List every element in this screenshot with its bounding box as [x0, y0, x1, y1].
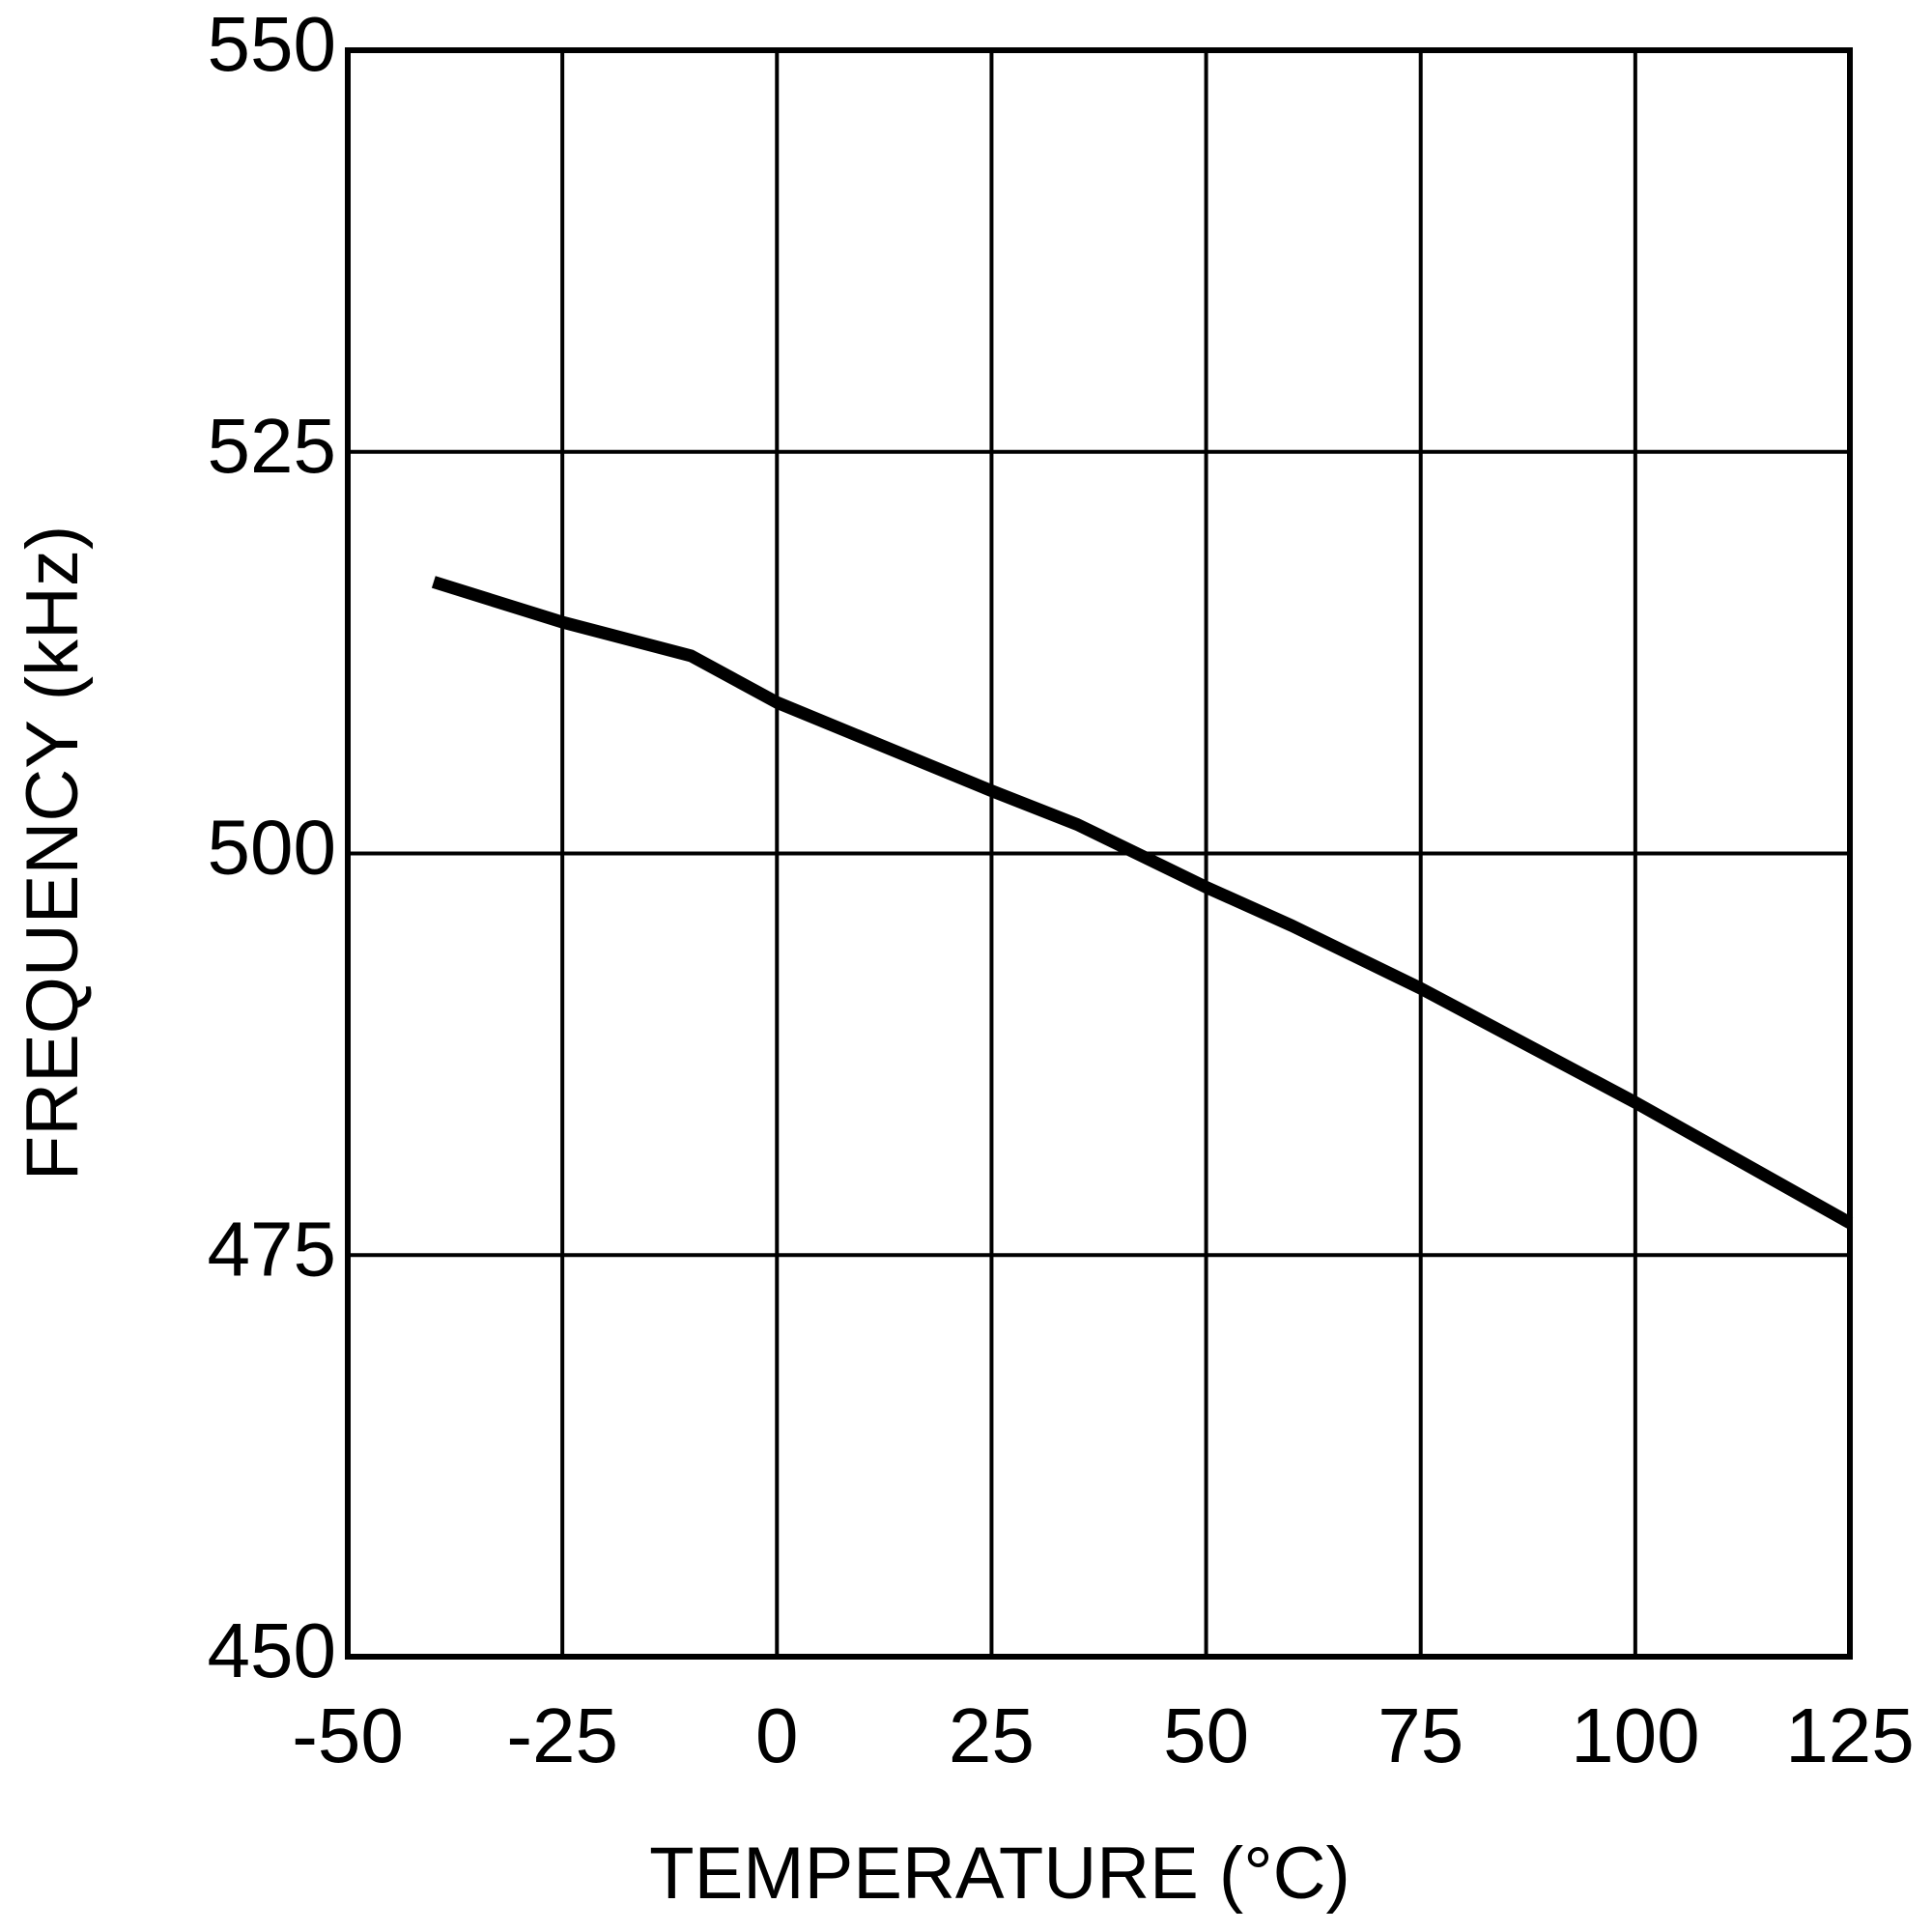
x-tick-label: 125 — [1785, 1692, 1914, 1778]
x-tick-label: 25 — [949, 1692, 1035, 1778]
x-tick-label: 100 — [1571, 1692, 1699, 1778]
y-tick-label: 500 — [208, 805, 336, 891]
data-line — [431, 576, 1854, 1229]
plot-frame — [345, 47, 1853, 1660]
x-tick-label: 0 — [755, 1692, 799, 1778]
y-tick-label: 550 — [208, 1, 336, 87]
y-axis-title: FREQUENCY (kHz) — [12, 526, 94, 1180]
x-tick-label: -50 — [292, 1692, 404, 1778]
y-tick-label: 450 — [208, 1607, 336, 1693]
x-tick-label: 50 — [1163, 1692, 1249, 1778]
x-tick-label: 75 — [1378, 1692, 1463, 1778]
y-tick-label: 525 — [208, 403, 336, 489]
x-tick-label: -25 — [506, 1692, 618, 1778]
y-tick-label: 475 — [208, 1206, 336, 1292]
x-axis-title: TEMPERATURE (°C) — [649, 1833, 1350, 1915]
